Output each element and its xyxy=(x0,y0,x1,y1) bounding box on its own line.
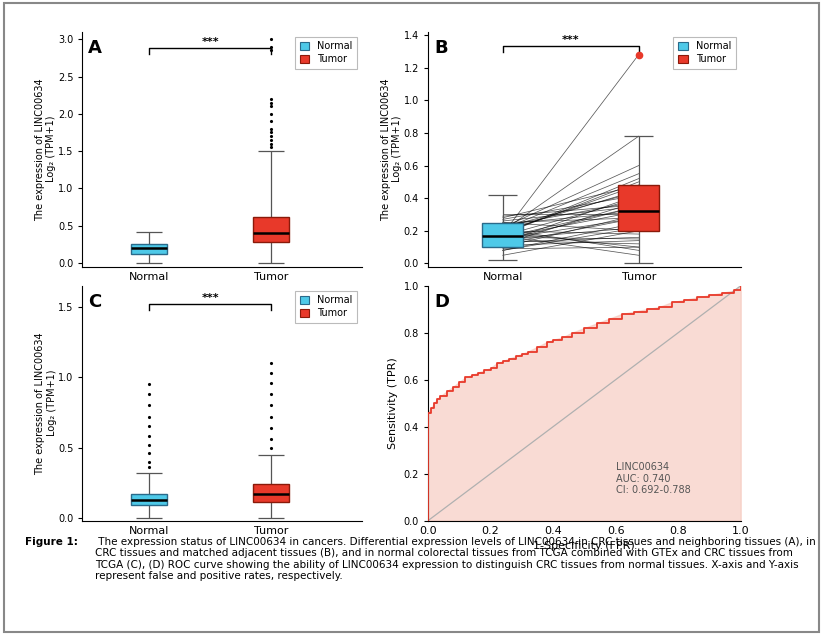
Legend: Normal, Tumor: Normal, Tumor xyxy=(673,37,736,69)
X-axis label: 1-Specificity (FPR): 1-Specificity (FPR) xyxy=(533,541,635,551)
Legend: Normal, Tumor: Normal, Tumor xyxy=(295,37,357,69)
Text: A: A xyxy=(88,39,102,57)
Text: LINC00634
AUC: 0.740
CI: 0.692-0.788: LINC00634 AUC: 0.740 CI: 0.692-0.788 xyxy=(616,462,690,495)
Y-axis label: The expression of LINC00634
Log₂ (TPM+1): The expression of LINC00634 Log₂ (TPM+1) xyxy=(35,78,57,220)
Text: ***: *** xyxy=(202,37,219,47)
Text: ***: *** xyxy=(562,36,579,45)
Legend: Normal, Tumor: Normal, Tumor xyxy=(295,291,357,323)
Text: Figure 1:: Figure 1: xyxy=(25,537,77,547)
Text: D: D xyxy=(435,293,449,311)
Bar xyxy=(618,185,659,231)
Bar xyxy=(131,244,167,254)
Y-axis label: The expression of LINC00634
Log₂ (TPM+1): The expression of LINC00634 Log₂ (TPM+1) xyxy=(380,78,402,220)
Bar xyxy=(253,484,289,502)
Text: ***: *** xyxy=(202,293,219,303)
Text: B: B xyxy=(435,39,448,57)
Text: The expression status of LINC00634 in cancers. Differential expression levels of: The expression status of LINC00634 in ca… xyxy=(95,537,816,582)
Bar xyxy=(131,494,167,505)
Bar xyxy=(253,217,289,242)
Text: C: C xyxy=(88,293,101,311)
Bar xyxy=(482,223,523,247)
Y-axis label: The expression of LINC00634
Log₂ (TPM+1): The expression of LINC00634 Log₂ (TPM+1) xyxy=(35,332,57,474)
Y-axis label: Sensitivity (TPR): Sensitivity (TPR) xyxy=(388,358,398,449)
